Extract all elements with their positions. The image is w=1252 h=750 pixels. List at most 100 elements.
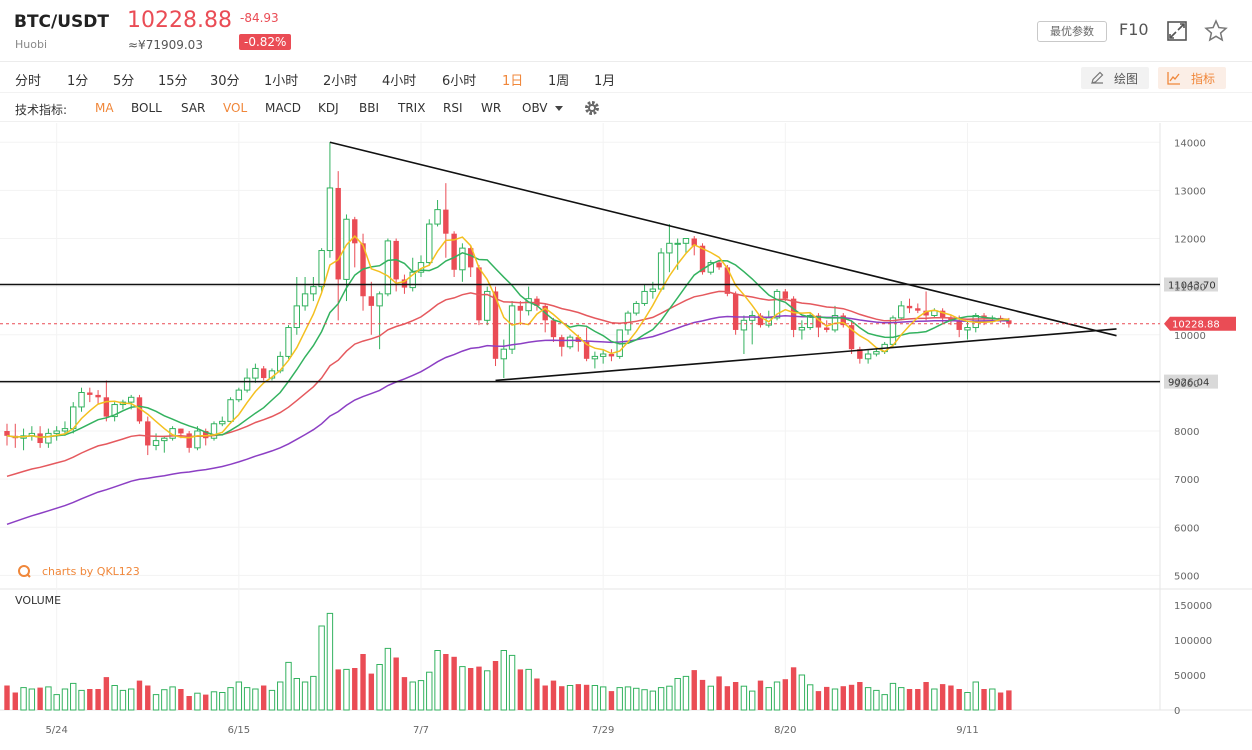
best-params-button[interactable]: 最优参数 (1037, 21, 1107, 42)
level-label: 9026.04 (1168, 378, 1209, 389)
candle-body (78, 392, 85, 408)
trend-lines: 11043.70 9026.04 10228.88 (0, 141, 1236, 389)
tab-timeframe[interactable]: 6小时 (442, 74, 477, 89)
indicator-obv[interactable]: OBV (522, 101, 548, 115)
chart-grid (0, 123, 1252, 711)
indicator-boll[interactable]: BOLL (131, 101, 162, 115)
tab-timeframe[interactable]: 4小时 (382, 74, 417, 89)
tab-timeframe[interactable]: 15分 (158, 74, 188, 89)
candle-body (492, 291, 499, 359)
indicator-bar: 技术指标: MA BOLL SAR VOL MACD KDJ BBI TRIX … (0, 94, 1252, 122)
volume-bar (989, 688, 996, 711)
volume-bar (649, 690, 657, 711)
candle-body (857, 349, 863, 359)
volume-bar (583, 684, 590, 710)
price-cny: ≈¥71909.03 (128, 38, 203, 52)
volume-bar (368, 673, 375, 710)
candle-body (964, 327, 971, 331)
volume-bar (219, 692, 226, 711)
indicator-macd[interactable]: MACD (265, 101, 301, 115)
expand-icon[interactable] (1166, 20, 1188, 42)
volume-bar (128, 688, 135, 711)
volume-bar (476, 666, 482, 710)
candle-body (566, 336, 574, 348)
candle-body (948, 317, 954, 321)
tab-timeframe[interactable]: 2小时 (323, 74, 358, 89)
volume-tick-label: 150000 (1174, 601, 1212, 612)
candle-body (451, 233, 457, 270)
gear-icon[interactable] (583, 99, 601, 117)
tab-timeframe[interactable]: 1分 (67, 74, 89, 89)
indicator-ma[interactable]: MA (95, 101, 114, 115)
candle-body (252, 367, 259, 379)
indicator-rsi[interactable]: RSI (443, 101, 463, 115)
candle-body (898, 305, 905, 319)
candle-body (749, 315, 756, 321)
price-tick-label: 8000 (1174, 427, 1199, 438)
moving-averages (6, 234, 1009, 526)
volume-bar (997, 692, 1004, 710)
candle-body (824, 327, 830, 330)
tab-timeframe[interactable]: 1小时 (264, 74, 299, 89)
candle-body (915, 308, 921, 311)
candle-body (384, 240, 392, 295)
candle-body (136, 397, 143, 422)
price-tick-label: 11000 (1174, 283, 1206, 294)
candle-body (37, 433, 43, 444)
indicator-kdj[interactable]: KDJ (318, 101, 339, 115)
volume-bar (691, 670, 697, 710)
indicator-vol[interactable]: VOL (223, 101, 248, 115)
candle-body (111, 404, 118, 418)
volume-bar (517, 669, 524, 710)
volume-bar (376, 664, 383, 711)
volume-bar (393, 657, 399, 710)
chart-icon (1167, 72, 1180, 85)
volume-title: VOLUME (15, 594, 61, 607)
indicator-wr[interactable]: WR (481, 101, 502, 115)
candle-body (194, 430, 201, 449)
tab-timeframe[interactable]: 1月 (594, 74, 616, 89)
volume-bar (169, 686, 176, 711)
candle-body (95, 394, 101, 398)
chevron-down-icon[interactable] (555, 106, 563, 111)
star-icon[interactable] (1204, 19, 1228, 43)
volume-bar (948, 685, 954, 710)
volume-bar (732, 682, 739, 710)
price-tick-label: 6000 (1174, 523, 1199, 534)
tab-timeframe-active[interactable]: 1日 (502, 74, 524, 89)
tab-timeframe[interactable]: 30分 (210, 74, 240, 89)
tab-timeframe[interactable]: 1周 (548, 74, 570, 89)
indicator-sar[interactable]: SAR (181, 101, 206, 115)
current-price-tag (1164, 316, 1236, 331)
tab-timeframe[interactable]: 5分 (113, 74, 135, 89)
candle-body (649, 288, 657, 292)
volume-bar (608, 691, 615, 710)
triangle-trend-line (329, 141, 1117, 337)
candle-body (956, 320, 962, 330)
candle-body (87, 392, 93, 395)
volume-bar (981, 689, 987, 710)
indicator-bbi[interactable]: BBI (359, 101, 380, 115)
exchange-name: Huobi (15, 38, 48, 51)
volume-bar (194, 692, 201, 711)
volume-bar (152, 694, 160, 711)
candle-body (724, 267, 731, 294)
candle-body (550, 320, 557, 338)
volume-bar (591, 685, 599, 711)
tab-timeframe[interactable]: 分时 (15, 74, 42, 89)
indicator-trix[interactable]: TRIX (398, 101, 426, 115)
candle-body (599, 353, 607, 357)
indicator-title: 技术指标: (15, 103, 68, 117)
candle-body (61, 428, 69, 432)
indicator-button[interactable]: 指标 (1158, 67, 1226, 89)
draw-button[interactable]: 绘图 (1081, 67, 1149, 89)
volume-bar (343, 668, 350, 711)
candle-body (806, 315, 814, 329)
date-tick-label: 6/15 (228, 725, 250, 736)
date-tick-label: 7/29 (592, 725, 614, 736)
f10-button[interactable]: F10 (1119, 20, 1149, 39)
volume-bar (616, 687, 623, 711)
pair-symbol[interactable]: BTC/USDT (14, 12, 109, 32)
candle-body (559, 337, 565, 347)
